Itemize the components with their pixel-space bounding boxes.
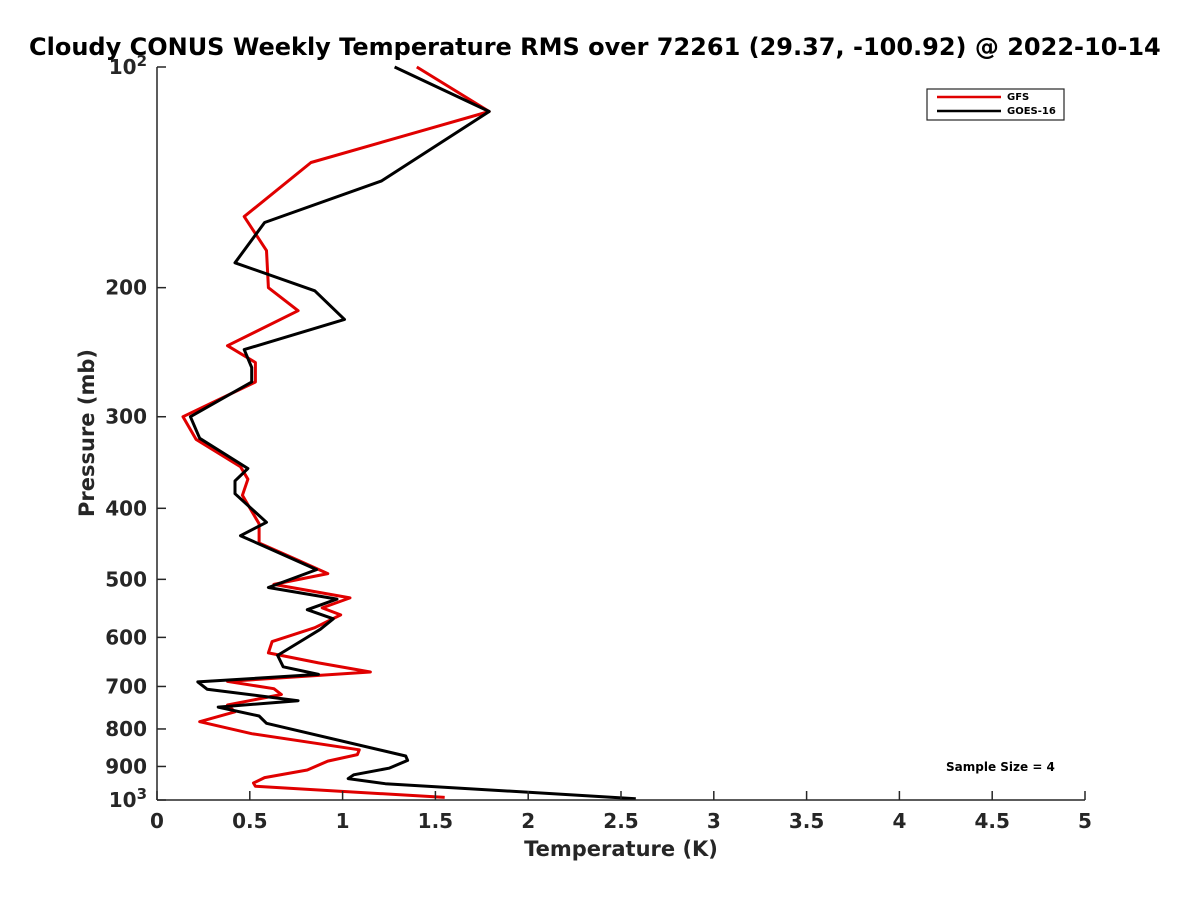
x-tick-label: 5	[1078, 809, 1092, 833]
y-tick-label: 600	[105, 625, 147, 649]
series-line-goes16	[188, 65, 636, 801]
x-tick-label: 3.5	[789, 809, 824, 833]
x-tick-label: 1	[336, 809, 350, 833]
y-tick-label: 900	[105, 754, 147, 778]
x-tick-label: 1.5	[418, 809, 453, 833]
y-tick-label: 700	[105, 674, 147, 698]
legend-label-gfs: GFS	[1007, 92, 1029, 103]
y-tick-label: 103	[109, 785, 147, 812]
y-axis-label: Pressure (mb)	[75, 349, 99, 517]
x-tick-label: 4.5	[974, 809, 1009, 833]
axes-frame	[156, 67, 1085, 801]
legend: GFS GOES-16	[926, 88, 1065, 121]
y-tick-label: 102	[109, 52, 147, 79]
y-tick-label: 800	[105, 717, 147, 741]
x-axis-label: Temperature (K)	[524, 837, 718, 861]
series-line-gfs	[181, 65, 491, 799]
y-tick-label: 200	[105, 276, 147, 300]
x-tick-label: 4	[892, 809, 906, 833]
y-tick-label: 300	[105, 405, 147, 429]
sample-size-note: Sample Size = 4	[946, 760, 1055, 774]
series-lines	[181, 65, 636, 801]
y-axis-ticks: 102 200 300 400 500 600 700 800 900 103	[105, 52, 166, 812]
x-tick-label: 2	[521, 809, 535, 833]
x-tick-label: 0.5	[232, 809, 267, 833]
x-tick-label: 2.5	[603, 809, 638, 833]
x-tick-label: 0	[150, 809, 164, 833]
y-tick-label: 400	[105, 496, 147, 520]
x-axis-ticks: 0 0.5 1 1.5 2 2.5 3 3.5 4 4.5 5	[150, 791, 1092, 833]
legend-box	[926, 88, 1065, 121]
chart-title: Cloudy CONUS Weekly Temperature RMS over…	[29, 33, 1161, 61]
legend-label-goes16: GOES-16	[1007, 106, 1056, 117]
y-tick-label: 500	[105, 567, 147, 591]
x-tick-label: 3	[707, 809, 721, 833]
